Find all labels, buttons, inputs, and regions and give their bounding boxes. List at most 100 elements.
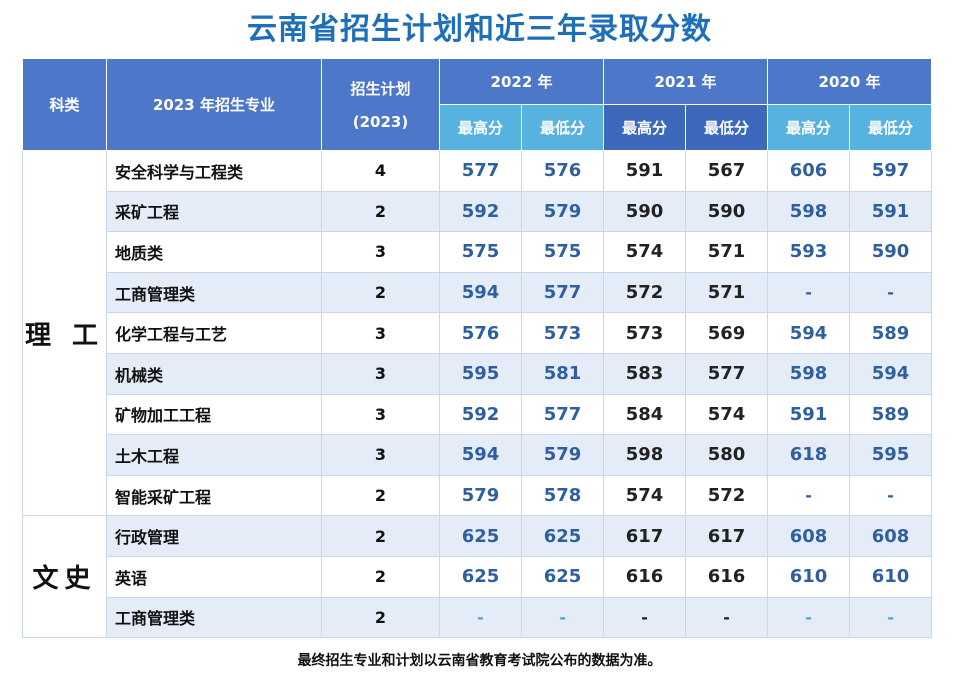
max-score-2022: 592 bbox=[439, 393, 522, 436]
header-category: 科类 bbox=[22, 58, 107, 151]
plan-count: 3 bbox=[321, 434, 440, 476]
header-year-2021: 2021 年 bbox=[603, 58, 769, 105]
major-name: 安全科学与工程类 bbox=[106, 150, 322, 192]
min-score-2020: - bbox=[849, 474, 933, 517]
plan-count: 3 bbox=[321, 231, 440, 273]
table-row: 土木工程 3 594 579 598 580 618 595 bbox=[23, 434, 933, 476]
max-score-2022: 576 bbox=[439, 312, 522, 354]
table-row: 机械类 3 595 581 583 577 598 594 bbox=[23, 352, 933, 395]
footer-note: 最终招生专业和计划以云南省教育考试院公布的数据为准。 bbox=[297, 653, 662, 669]
plan-count: 3 bbox=[321, 352, 440, 395]
header-major: 2023 年招生专业 bbox=[106, 58, 322, 151]
max-score-2020: 618 bbox=[767, 434, 851, 476]
header-plan-line1: 招生计划 bbox=[350, 80, 411, 98]
min-score-2021: 567 bbox=[685, 150, 769, 192]
max-score-2020: - bbox=[767, 271, 851, 314]
major-name: 工商管理类 bbox=[106, 271, 322, 314]
min-score-2022: 579 bbox=[520, 434, 605, 476]
plan-count: 2 bbox=[321, 190, 440, 233]
major-name: 化学工程与工艺 bbox=[106, 312, 322, 354]
page-title: 云南省招生计划和近三年录取分数 bbox=[247, 12, 712, 47]
category-arts: 文史 bbox=[22, 515, 107, 639]
table-row: 采矿工程 2 592 579 590 590 598 591 bbox=[23, 190, 933, 233]
header-min-2021: 最低分 bbox=[685, 104, 769, 151]
major-name: 行政管理 bbox=[106, 515, 322, 557]
max-score-2021: 598 bbox=[603, 434, 687, 476]
min-score-2020: 597 bbox=[849, 150, 933, 192]
max-score-2021: 574 bbox=[603, 474, 687, 517]
max-score-2021: 591 bbox=[603, 150, 687, 192]
header-plan-line2: (2023) bbox=[352, 113, 409, 131]
major-name: 土木工程 bbox=[106, 434, 322, 476]
plan-count: 2 bbox=[321, 271, 440, 314]
min-score-2021: - bbox=[685, 596, 769, 639]
min-score-2021: 590 bbox=[685, 190, 769, 233]
min-score-2020: - bbox=[849, 271, 933, 314]
max-score-2020: 598 bbox=[767, 352, 851, 395]
min-score-2022: 576 bbox=[520, 150, 605, 192]
min-score-2021: 571 bbox=[685, 231, 769, 273]
plan-count: 3 bbox=[321, 393, 440, 436]
max-score-2022: 594 bbox=[439, 271, 522, 314]
max-score-2020: 610 bbox=[767, 555, 851, 598]
max-score-2021: 583 bbox=[603, 352, 687, 395]
min-score-2022: 625 bbox=[520, 555, 605, 598]
min-score-2022: - bbox=[520, 596, 605, 639]
admission-scores-table: 科类 2023 年招生专业 招生计划 (2023) 2022 年 2021 年 … bbox=[22, 58, 933, 639]
max-score-2020: 593 bbox=[767, 231, 851, 273]
table-row: 化学工程与工艺 3 576 573 573 569 594 589 bbox=[23, 312, 933, 354]
min-score-2022: 575 bbox=[520, 231, 605, 273]
category-science: 理 工 bbox=[22, 149, 107, 517]
major-name: 采矿工程 bbox=[106, 190, 322, 233]
plan-count: 3 bbox=[321, 312, 440, 354]
min-score-2022: 579 bbox=[520, 190, 605, 233]
major-name: 英语 bbox=[106, 555, 322, 598]
max-score-2021: 617 bbox=[603, 515, 687, 557]
max-score-2020: 598 bbox=[767, 190, 851, 233]
min-score-2020: 589 bbox=[849, 393, 933, 436]
min-score-2020: 589 bbox=[849, 312, 933, 354]
max-score-2021: 616 bbox=[603, 555, 687, 598]
plan-count: 4 bbox=[321, 150, 440, 192]
header-min-2020: 最低分 bbox=[849, 104, 933, 151]
min-score-2020: 608 bbox=[849, 515, 933, 557]
max-score-2022: 579 bbox=[439, 474, 522, 517]
header-max-2020: 最高分 bbox=[767, 104, 851, 151]
header-plan: 招生计划 (2023) bbox=[321, 58, 440, 151]
table-row: 地质类 3 575 575 574 571 593 590 bbox=[23, 231, 933, 273]
table-row: 文史 行政管理 2 625 625 617 617 608 608 bbox=[22, 515, 933, 639]
max-score-2022: 595 bbox=[439, 352, 522, 395]
max-score-2020: 591 bbox=[767, 393, 851, 436]
max-score-2021: 574 bbox=[603, 231, 687, 273]
table-row: 矿物加工工程 3 592 577 584 574 591 589 bbox=[23, 393, 933, 436]
max-score-2022: 592 bbox=[439, 190, 522, 233]
max-score-2022: 625 bbox=[439, 515, 522, 557]
min-score-2021: 574 bbox=[685, 393, 769, 436]
min-score-2022: 577 bbox=[520, 393, 605, 436]
min-score-2022: 578 bbox=[520, 474, 605, 517]
min-score-2020: 591 bbox=[849, 190, 933, 233]
min-score-2022: 577 bbox=[520, 271, 605, 314]
max-score-2020: 594 bbox=[767, 312, 851, 354]
major-name: 矿物加工工程 bbox=[106, 393, 322, 436]
major-name: 机械类 bbox=[106, 352, 322, 395]
max-score-2020: - bbox=[767, 596, 851, 639]
max-score-2020: - bbox=[767, 474, 851, 517]
max-score-2020: 608 bbox=[767, 515, 851, 557]
plan-count: 2 bbox=[321, 555, 440, 598]
min-score-2020: 594 bbox=[849, 352, 933, 395]
min-score-2022: 625 bbox=[520, 515, 605, 557]
min-score-2021: 571 bbox=[685, 271, 769, 314]
table-row: 理 工安全科学与工程类 4 577 576 591 567 606 597 bbox=[22, 149, 933, 517]
min-score-2020: 590 bbox=[849, 231, 933, 273]
min-score-2021: 617 bbox=[685, 515, 769, 557]
header-max-2022: 最高分 bbox=[439, 104, 522, 151]
max-score-2022: 577 bbox=[439, 150, 522, 192]
max-score-2022: 594 bbox=[439, 434, 522, 476]
max-score-2021: - bbox=[603, 596, 687, 639]
min-score-2020: - bbox=[849, 596, 933, 639]
header-year-2022: 2022 年 bbox=[438, 58, 605, 105]
min-score-2021: 577 bbox=[685, 352, 769, 395]
min-score-2022: 581 bbox=[520, 352, 605, 395]
min-score-2021: 569 bbox=[685, 312, 769, 354]
